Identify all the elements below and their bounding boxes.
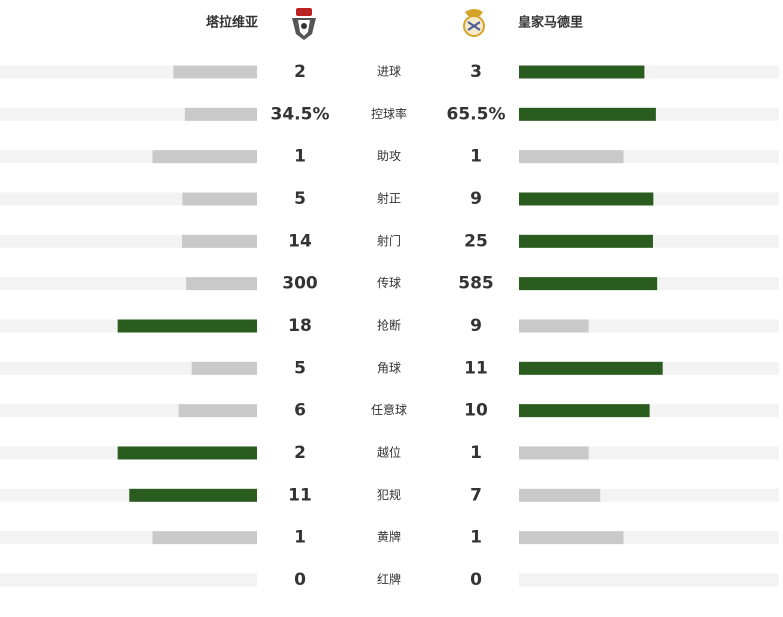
away-bar (519, 404, 650, 418)
stat-label: 进球 (377, 65, 401, 79)
away-bar (519, 150, 624, 164)
home-value: 34.5% (271, 104, 330, 124)
away-value: 65.5% (447, 104, 506, 124)
stat-label: 射门 (377, 233, 401, 248)
away-value: 7 (470, 485, 482, 505)
home-bar (182, 192, 257, 206)
home-value: 2 (294, 62, 306, 82)
stat-label: 越位 (377, 444, 401, 459)
away-value: 585 (458, 274, 494, 294)
away-bar (519, 531, 624, 545)
track (0, 573, 257, 587)
home-bar (191, 361, 257, 375)
home-team: 塔拉维亚 (206, 15, 258, 31)
away-bar (519, 488, 601, 502)
stat-label: 助攻 (377, 149, 401, 163)
stat-label: 任意球 (371, 402, 407, 417)
away-value: 1 (470, 528, 482, 548)
home-bar (117, 319, 258, 333)
stat-label: 红牌 (377, 571, 401, 586)
away-bar (519, 107, 656, 121)
stat-label: 角球 (377, 361, 401, 375)
away-bar (519, 192, 654, 206)
away-bar (519, 361, 663, 375)
home-value: 0 (294, 570, 306, 590)
away-bar (519, 234, 653, 248)
home-bar (178, 404, 257, 418)
home-value: 1 (294, 528, 306, 548)
home-value: 5 (294, 189, 306, 209)
home-value: 2 (294, 443, 306, 463)
home-bar (117, 446, 258, 460)
away-value: 0 (470, 570, 482, 590)
away-bar (519, 277, 658, 291)
stat-label: 控球率 (371, 106, 407, 121)
away-bar (519, 65, 645, 79)
track (519, 573, 779, 587)
home-value: 5 (294, 358, 306, 378)
stat-label: 射正 (377, 190, 401, 205)
away-bar (519, 319, 589, 333)
away-logo (463, 9, 485, 37)
home-value: 300 (282, 274, 318, 294)
away-value: 25 (464, 231, 488, 251)
home-bar (181, 234, 257, 248)
stat-label: 犯规 (377, 487, 401, 502)
home-bar (129, 488, 257, 502)
away-team: 皇家马德里 (518, 15, 583, 31)
home-value: 11 (288, 485, 312, 505)
home-value: 14 (288, 231, 312, 251)
home-bar (152, 150, 257, 164)
home-value: 6 (294, 401, 306, 421)
away-value: 1 (470, 147, 482, 167)
stat-label: 抢断 (377, 317, 401, 332)
stat-label: 传球 (377, 275, 401, 290)
away-value: 3 (470, 62, 482, 82)
home-value: 1 (294, 147, 306, 167)
away-value: 1 (470, 443, 482, 463)
away-value: 9 (470, 316, 482, 336)
home-bar (184, 107, 257, 121)
away-value: 11 (464, 358, 488, 378)
stat-label: 黄牌 (377, 530, 401, 544)
away-bar (519, 446, 589, 460)
home-bar (152, 531, 257, 545)
away-value: 9 (470, 189, 482, 209)
home-value: 18 (288, 316, 312, 336)
home-bar (173, 65, 257, 79)
home-logo (292, 8, 316, 40)
home-bar (186, 277, 257, 291)
away-value: 10 (464, 401, 488, 421)
